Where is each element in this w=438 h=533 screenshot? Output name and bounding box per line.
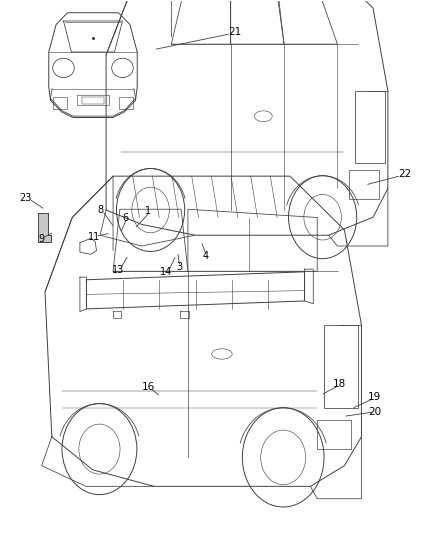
Text: 13: 13 xyxy=(112,265,124,275)
Bar xyxy=(354,91,384,163)
Polygon shape xyxy=(39,214,50,241)
Text: 16: 16 xyxy=(142,382,155,392)
Text: 18: 18 xyxy=(332,378,345,389)
Bar xyxy=(323,325,357,408)
Text: 22: 22 xyxy=(397,169,410,179)
Text: 21: 21 xyxy=(228,27,241,37)
Text: 19: 19 xyxy=(367,392,380,402)
Text: 14: 14 xyxy=(160,268,172,277)
Text: 9: 9 xyxy=(39,235,45,245)
Text: 4: 4 xyxy=(202,252,208,261)
Text: 11: 11 xyxy=(88,232,100,243)
Bar xyxy=(349,171,378,199)
Bar xyxy=(119,97,132,109)
Text: 8: 8 xyxy=(98,205,104,215)
Text: 3: 3 xyxy=(176,262,182,272)
Text: 1: 1 xyxy=(144,206,150,216)
Text: 20: 20 xyxy=(367,407,380,417)
Text: 6: 6 xyxy=(122,213,128,223)
Text: 23: 23 xyxy=(19,192,32,203)
Bar xyxy=(317,420,350,449)
Bar xyxy=(53,97,67,109)
